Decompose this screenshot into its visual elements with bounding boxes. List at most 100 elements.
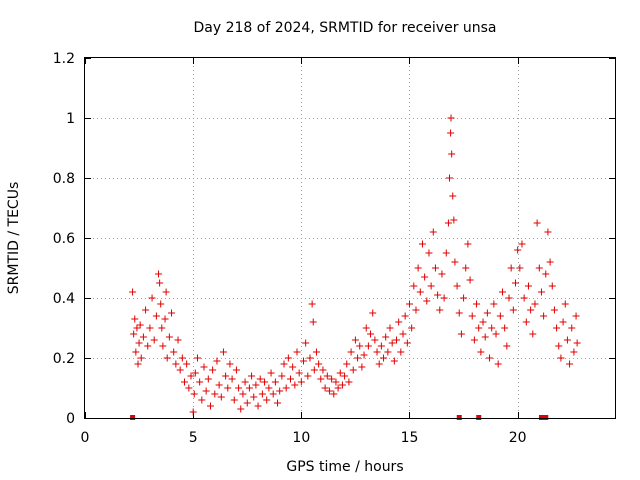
data-point <box>209 366 217 374</box>
x-tick-label: 20 <box>509 430 527 446</box>
data-point <box>321 384 329 392</box>
data-point <box>261 378 269 386</box>
data-point <box>228 375 236 383</box>
data-point <box>336 369 344 377</box>
x-tick-label: 15 <box>401 430 419 446</box>
data-point <box>306 354 314 362</box>
data-point <box>161 315 169 323</box>
plot-frame <box>84 57 616 419</box>
data-point <box>144 342 152 350</box>
data-point <box>373 348 381 356</box>
data-point <box>388 339 396 347</box>
data-point <box>375 360 383 368</box>
data-point <box>297 378 305 386</box>
data-point <box>278 372 286 380</box>
data-point <box>522 318 530 326</box>
data-point <box>444 219 452 227</box>
data-point <box>269 390 277 398</box>
data-point <box>505 294 513 302</box>
data-point <box>323 372 331 380</box>
data-point <box>334 384 342 392</box>
data-point <box>410 282 418 290</box>
data-point <box>466 276 474 284</box>
data-point <box>354 354 362 362</box>
y-tick-label: 0.4 <box>53 291 75 307</box>
data-point <box>514 246 522 254</box>
data-point <box>172 360 180 368</box>
data-point <box>330 390 338 398</box>
data-point <box>531 300 539 308</box>
data-point <box>345 378 353 386</box>
data-point <box>258 390 266 398</box>
data-point <box>475 324 483 332</box>
data-point <box>446 174 454 182</box>
data-point <box>193 354 201 362</box>
data-point <box>206 402 214 410</box>
data-point <box>427 282 435 290</box>
data-point <box>222 372 230 380</box>
data-point <box>190 390 198 398</box>
data-point <box>367 330 375 338</box>
data-point <box>191 369 199 377</box>
data-point <box>202 387 210 395</box>
data-point <box>302 339 310 347</box>
data-point <box>129 288 137 296</box>
data-point <box>213 357 221 365</box>
data-point <box>568 324 576 332</box>
data-point <box>254 402 262 410</box>
data-point <box>544 228 552 236</box>
data-point <box>440 294 448 302</box>
data-point <box>158 324 166 332</box>
y-tick-label: 1.2 <box>53 51 75 67</box>
data-point <box>250 393 258 401</box>
data-point <box>245 384 253 392</box>
data-point <box>408 324 416 332</box>
data-point <box>436 306 444 314</box>
data-point <box>382 333 390 341</box>
data-point <box>351 336 359 344</box>
data-point <box>390 357 398 365</box>
data-point <box>364 342 372 350</box>
data-point <box>293 348 301 356</box>
data-point <box>557 354 565 362</box>
data-point <box>274 399 282 407</box>
data-point <box>468 312 476 320</box>
data-point <box>295 369 303 377</box>
data-point <box>204 375 212 383</box>
data-points <box>129 114 581 420</box>
x-tick-label: 5 <box>189 430 198 446</box>
data-point <box>252 381 260 389</box>
axis-marker <box>130 415 136 420</box>
data-point <box>360 351 368 359</box>
data-point <box>431 264 439 272</box>
data-point <box>159 342 167 350</box>
data-point <box>162 288 170 296</box>
axis-marker <box>476 415 482 420</box>
data-point <box>509 306 517 314</box>
data-point <box>287 375 295 383</box>
data-point <box>282 384 290 392</box>
data-point <box>524 282 532 290</box>
data-point <box>490 300 498 308</box>
data-point <box>553 324 561 332</box>
data-point <box>291 381 299 389</box>
data-point <box>423 297 431 305</box>
data-point <box>317 375 325 383</box>
data-point <box>226 360 234 368</box>
data-point <box>492 330 500 338</box>
data-point <box>315 360 323 368</box>
data-point <box>371 336 379 344</box>
data-point <box>332 378 340 386</box>
data-point <box>185 384 193 392</box>
data-point <box>139 333 147 341</box>
data-point <box>453 282 461 290</box>
data-point <box>148 294 156 302</box>
data-point <box>566 360 574 368</box>
data-point <box>533 219 541 227</box>
data-point <box>555 342 563 350</box>
data-point <box>146 324 154 332</box>
data-point <box>219 348 227 356</box>
data-point <box>535 264 543 272</box>
data-point <box>561 300 569 308</box>
data-point <box>573 339 581 347</box>
